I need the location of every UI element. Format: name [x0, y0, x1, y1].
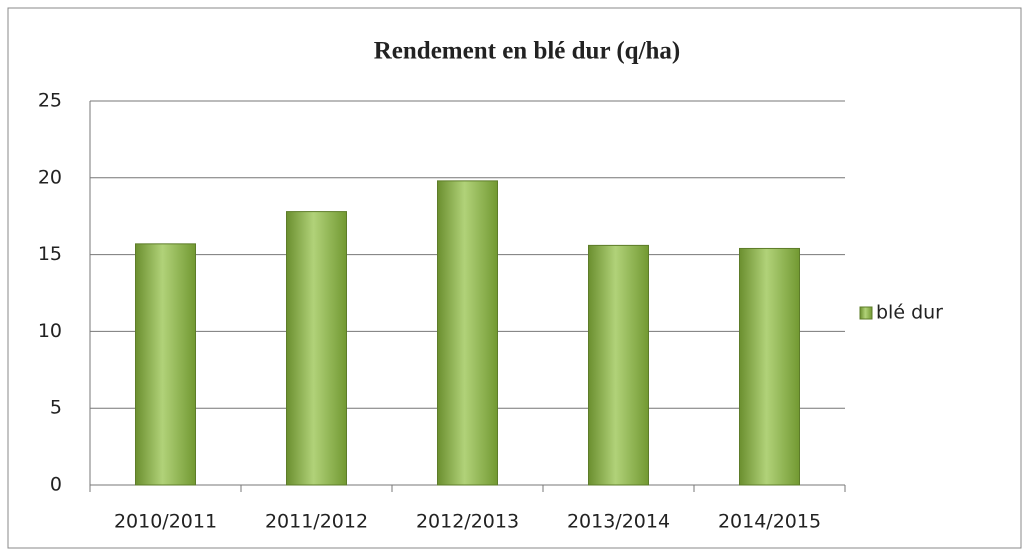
x-tick-label: 2012/2013	[416, 511, 519, 533]
x-tick-label: 2010/2011	[114, 511, 217, 533]
bar	[286, 211, 347, 486]
bar	[135, 243, 196, 486]
bar	[437, 180, 498, 486]
x-tick-label: 2011/2012	[265, 511, 368, 533]
legend-label: blé dur	[876, 302, 943, 324]
bar	[588, 244, 649, 486]
x-tick-label: 2014/2015	[718, 511, 821, 533]
y-tick-label: 10	[38, 320, 62, 342]
y-tick-label: 0	[50, 474, 62, 496]
x-tick-label: 2013/2014	[567, 511, 670, 533]
bar	[739, 247, 800, 486]
chart-title: Rendement en blé dur (q/ha)	[374, 38, 681, 65]
legend-swatch	[859, 306, 873, 320]
y-tick-label: 15	[38, 243, 62, 265]
y-tick-label: 5	[50, 397, 62, 419]
y-tick-label: 20	[38, 166, 62, 188]
y-tick-label: 25	[38, 90, 62, 112]
